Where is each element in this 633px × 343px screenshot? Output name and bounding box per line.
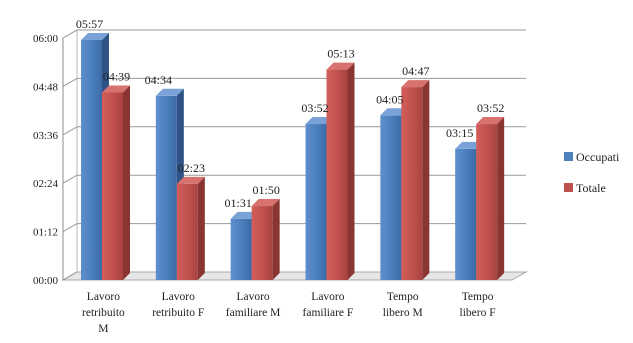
y-tick-label: 01:12 (33, 227, 58, 239)
x-category-label: retribuito (82, 307, 125, 319)
gridline-side (62, 126, 78, 136)
x-category-label: familiare F (303, 307, 354, 319)
x-category-label: Lavoro (87, 291, 120, 303)
data-label: 02:23 (178, 161, 205, 175)
y-tick-label: 04:48 (33, 81, 59, 93)
legend-swatch-totale (564, 183, 573, 192)
legend-label-totale: Totale (576, 181, 606, 195)
data-label: 03:52 (301, 101, 328, 115)
data-label: 05:13 (327, 47, 354, 61)
y-tick-label: 06:00 (33, 33, 59, 45)
y-tick-label: 02:24 (33, 178, 59, 190)
bar-side-totale (422, 80, 430, 280)
chart-bars (81, 33, 505, 281)
bar-totale (401, 87, 423, 280)
legend-swatch-occupati (564, 152, 573, 161)
gridline-side (62, 29, 78, 39)
x-category-label: retribuito F (152, 307, 204, 319)
data-label: 04:34 (145, 73, 172, 87)
bar-occupati (455, 148, 477, 280)
bar-occupati (380, 115, 402, 280)
bar-top-occupati (230, 211, 259, 219)
x-category-label: Lavoro (162, 291, 195, 303)
bar-totale (176, 183, 198, 280)
data-label: 01:31 (224, 196, 251, 210)
data-label: 05:57 (76, 17, 103, 31)
bar-top-occupati (81, 33, 109, 41)
gridline-side (62, 174, 78, 184)
bar-top-occupati (155, 88, 184, 96)
x-category-label: M (98, 323, 108, 335)
y-tick-label: 00:00 (33, 275, 59, 287)
bar-totale (251, 206, 273, 280)
x-category-label: Tempo (462, 291, 494, 303)
bar-occupati (81, 40, 102, 281)
bar-top-totale (476, 117, 505, 125)
bar-top-totale (102, 85, 130, 93)
legend-label-occupati: Occupati (576, 150, 620, 164)
data-label: 01:50 (252, 183, 279, 197)
bar-side-totale (123, 85, 130, 280)
gridline-side (62, 271, 78, 281)
x-category-label: Tempo (387, 291, 419, 303)
bar-side-totale (497, 117, 505, 281)
y-tick-label: 03:36 (33, 130, 59, 142)
bar-totale (476, 124, 498, 281)
x-category-label: libero F (460, 307, 496, 319)
bar-top-totale (176, 176, 205, 184)
chart-labels: 00:00 01:12 02:24 03:36 04:48 06:00 05:57 04:39… (33, 17, 504, 335)
bar-top-totale (251, 199, 280, 207)
left-wall (62, 29, 78, 281)
x-category-label: familiare M (226, 307, 281, 319)
chart-legend: Occupati Totale (564, 150, 620, 195)
gridline-side (62, 223, 78, 233)
data-label: 04:47 (402, 64, 429, 78)
bar-occupati (305, 124, 327, 281)
bar-top-totale (326, 62, 355, 70)
bar-side-totale (272, 199, 280, 280)
data-label: 04:05 (376, 92, 403, 106)
bar-totale (326, 69, 348, 280)
data-label: 03:15 (446, 126, 473, 140)
x-category-label: Lavoro (236, 291, 269, 303)
data-label: 03:52 (477, 101, 504, 115)
bar-side-totale (197, 176, 205, 280)
bar-occupati (155, 95, 177, 280)
x-category-label: Lavoro (311, 291, 344, 303)
x-category-label: libero M (383, 307, 423, 319)
bar-totale (102, 92, 123, 280)
bar-occupati (230, 218, 252, 280)
bar-top-totale (401, 80, 430, 88)
bar-side-totale (347, 62, 355, 280)
data-label: 04:39 (103, 69, 130, 83)
gridline-side (62, 77, 78, 87)
